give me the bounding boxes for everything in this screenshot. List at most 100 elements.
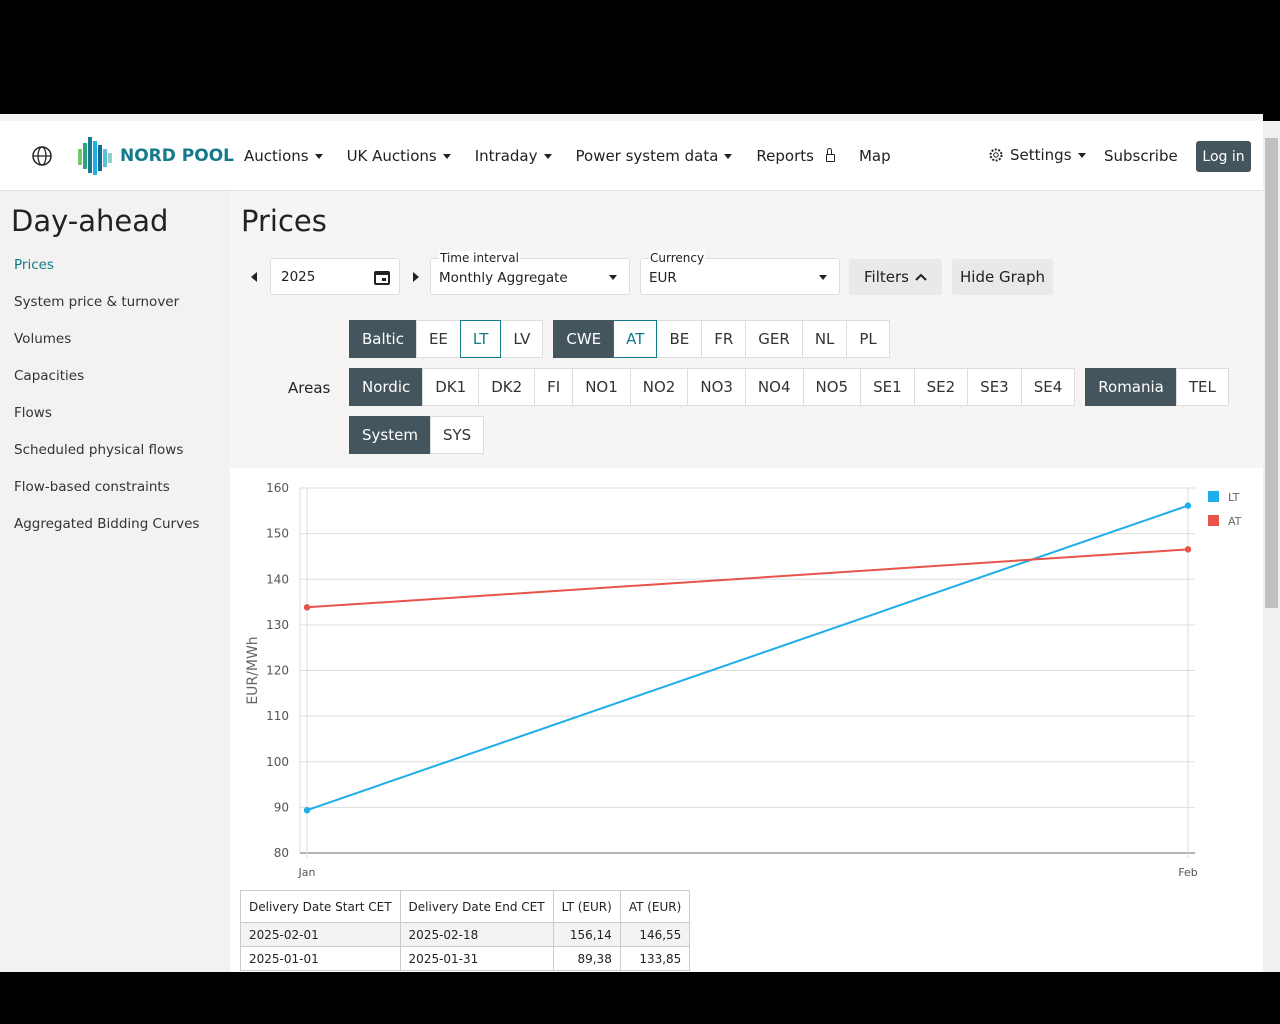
gear-icon [989,148,1003,162]
caret [543,153,552,159]
area-button[interactable]: SE4 [1020,368,1076,406]
nav-item[interactable]: UK Auctions [347,147,451,165]
date-picker[interactable]: 2025 [270,258,400,295]
header-row: Delivery Date Start CET Delivery Date End… [240,890,691,923]
nav-label: UK Auctions [346,147,437,165]
nav-item[interactable]: Reports [756,147,835,165]
area-button[interactable]: Nordic [349,368,424,406]
data-point [1184,502,1192,509]
sidebar-link[interactable]: Prices [14,257,54,273]
area-button[interactable]: DK2 [478,368,536,406]
series-line [306,548,1189,609]
y-tick-label: 130 [266,618,289,632]
settings-label: Settings [1010,146,1072,164]
nav-item[interactable]: Auctions [244,147,323,165]
area-group: Nordic DK1 DK2 FI NO1 NO2 NO3 NO4 NO5 SE1 SE2 SE3 SE… [349,368,1076,406]
nav-label: Auctions [244,147,309,165]
lock-shackle [826,148,832,154]
sidebar-link[interactable]: Flows [14,405,52,421]
logo-mark[interactable] [78,135,114,177]
logo-text[interactable]: NORD POOL [120,146,234,166]
area-button[interactable]: SE2 [913,368,969,406]
area-button[interactable]: Baltic [349,320,417,358]
area-group: Baltic EE LT LV [349,320,544,358]
sidebar-link[interactable]: Aggregated Bidding Curves [14,516,200,532]
nav-label: Reports [756,147,814,165]
price-table: Delivery Date Start CET Delivery Date End… [240,890,691,971]
next-button[interactable] [411,271,421,283]
area-button[interactable]: NO5 [802,368,862,406]
area-button[interactable]: SE1 [860,368,915,406]
nav-item[interactable]: Power system data [576,147,733,165]
globe-icon[interactable] [31,145,53,167]
y-tick-label: 160 [266,481,289,495]
column-header[interactable]: Delivery Date End CET [399,890,554,923]
area-button[interactable]: Romania [1085,368,1177,406]
area-button[interactable]: GER [745,320,803,358]
sidebar-link[interactable]: Scheduled physical flows [14,442,184,458]
sidebar-link[interactable]: Flow-based constraints [14,479,170,495]
area-button[interactable]: EE [415,320,461,358]
table-cell: 2025-01-31 [399,946,554,971]
area-button[interactable]: LT [459,320,502,358]
hide-graph-button[interactable]: Hide Graph [952,259,1053,295]
area-group: Romania TEL [1085,368,1229,406]
nav-label: Intraday [474,147,538,165]
area-button[interactable]: SE3 [967,368,1022,406]
table-row: 2025-02-01 2025-02-18 156,14 146,55 [240,922,691,947]
area-button[interactable]: SYS [429,416,485,454]
table-row: 2025-01-01 2025-01-31 89,38 133,85 [240,946,691,971]
currency-select[interactable]: Currency EUR [640,251,840,295]
column-header[interactable]: Delivery Date Start CET [240,890,401,923]
area-button[interactable]: BE [656,320,703,358]
area-button[interactable]: NO3 [687,368,746,406]
scrollbar[interactable] [1263,121,1280,972]
chevron-icon [915,273,927,281]
login-button[interactable]: Log in [1196,141,1251,172]
y-tick-label: 150 [266,527,289,541]
area-button[interactable]: FR [701,320,747,358]
area-group: CWE AT BE FR GER NL PL [553,320,890,358]
settings[interactable]: Settings [988,146,1086,164]
area-button[interactable]: NO1 [572,368,631,406]
area-button[interactable]: AT [613,320,658,358]
area-button[interactable]: NO2 [629,368,689,406]
nav-item[interactable]: Map [859,147,891,165]
sidebar-link[interactable]: System price & turnover [14,294,180,310]
areas-label: Areas [288,379,331,397]
nav-item[interactable]: Intraday [475,147,552,165]
area-button[interactable]: System [349,416,431,454]
area-button[interactable]: NL [801,320,848,358]
area-button[interactable]: LV [500,320,544,358]
subscribe[interactable]: Subscribe [1104,147,1178,165]
column-header[interactable]: AT (EUR) [619,890,691,923]
scrollbar-thumb[interactable] [1265,138,1278,608]
area-button[interactable]: DK1 [422,368,480,406]
area-button[interactable]: CWE [553,320,615,358]
sidebar-link[interactable]: Capacities [14,368,85,384]
data-point [303,604,311,611]
x-tick-label: Feb [1178,866,1197,879]
y-tick-label: 110 [266,709,289,723]
table-cell: 89,38 [552,946,621,971]
area-button[interactable]: NO4 [744,368,804,406]
time-interval-select[interactable]: Time interval Monthly Aggregate [430,251,630,295]
area-row: System SYS [349,416,1229,454]
sidebar-menu: Prices System price & turnover Volumes Capa… [14,257,199,553]
calendar-icon [374,271,390,285]
area-button[interactable]: PL [846,320,890,358]
nav-label: Power system data [575,147,719,165]
area-button[interactable]: FI [534,368,574,406]
sidebar-title: Day-ahead [11,204,169,238]
sidebar-link[interactable]: Volumes [14,331,72,347]
header: NORD POOL Auctions UK Auctions Intraday Pow… [0,121,1263,191]
area-button[interactable]: TEL [1175,368,1229,406]
y-tick-label: 80 [274,846,289,860]
lock-icon [825,148,835,162]
x-tick-label: Jan [298,866,316,879]
field-label: Time interval [439,251,520,265]
y-tick-label: 140 [266,572,289,586]
prev-button[interactable] [249,271,259,283]
column-header[interactable]: LT (EUR) [552,890,621,923]
filters-button[interactable]: Filters [849,259,942,295]
